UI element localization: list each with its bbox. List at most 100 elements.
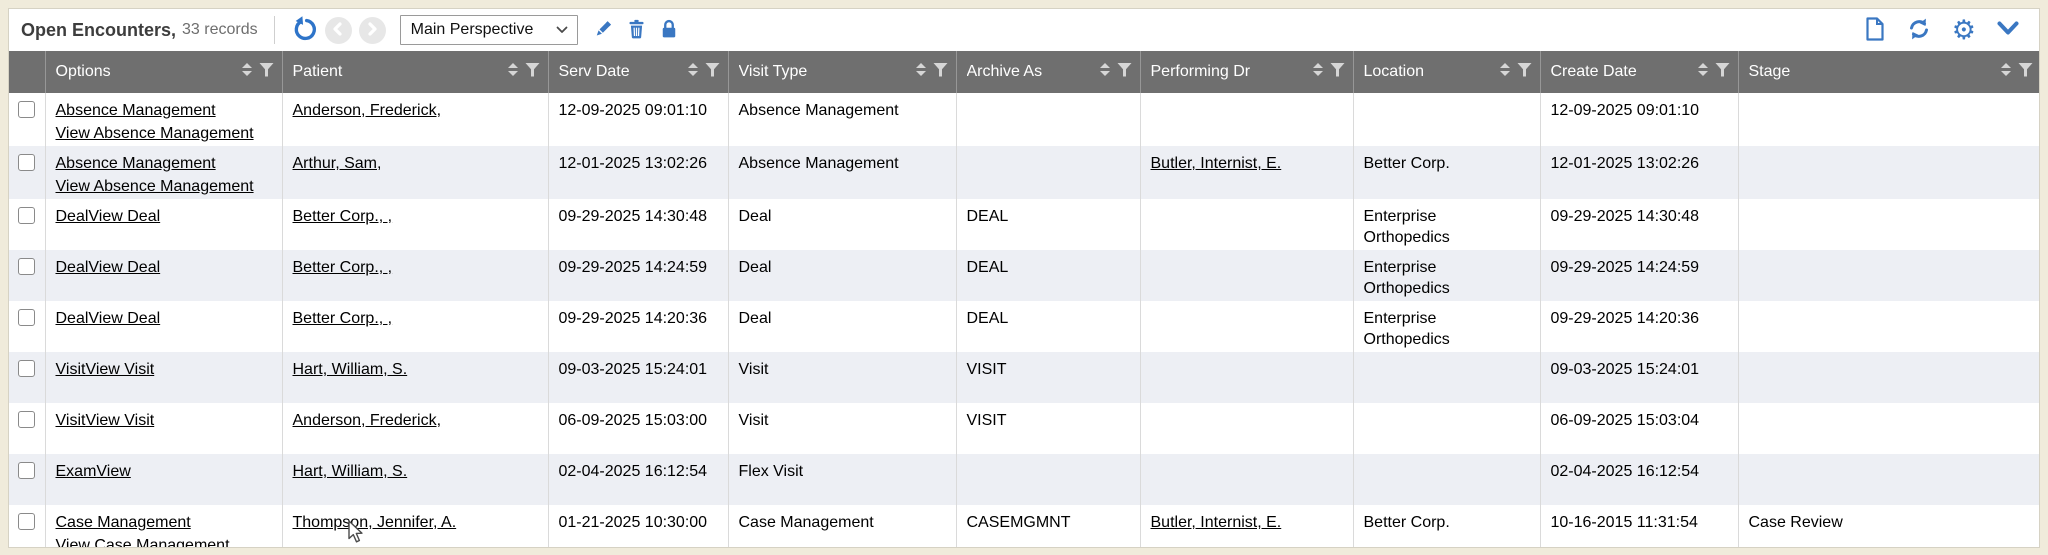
option-link[interactable]: Absence Management [55,102,216,119]
table-row: VisitView Visit Hart, William, S. 09-03-20… [9,352,2039,403]
patient-link[interactable]: Anderson, Frederick, [292,102,442,119]
patient-link[interactable]: Anderson, Frederick, [292,412,442,429]
patient-link[interactable]: Thompson, Jennifer, A. [292,514,457,531]
patient-link[interactable]: Arthur, Sam, [292,155,382,172]
sort-icon[interactable] [241,62,252,82]
column-header-visit_type[interactable]: Visit Type [728,51,957,93]
serv-date-cell: 12-01-2025 13:02:26 [548,146,729,199]
option-link[interactable]: View Absence Management [55,178,254,195]
column-label: Archive As [966,63,1043,80]
option-link[interactable]: Visit [55,412,86,429]
new-document-icon [1864,16,1886,44]
nav-forward-button[interactable] [358,16,386,44]
lock-icon [659,18,679,43]
visit-type-text: Deal [738,208,772,225]
row-select-cell [9,454,46,505]
settings-button[interactable]: ⚙ [1952,17,1976,44]
row-checkbox[interactable] [18,411,36,428]
column-header-location[interactable]: Location [1353,51,1541,93]
patient-link[interactable]: Hart, William, S. [292,463,408,480]
edit-perspective-button[interactable] [592,18,614,43]
option-link[interactable]: Visit [55,361,86,378]
column-header-performing_dr[interactable]: Performing Dr [1140,51,1354,93]
patient-cell: Better Corp., , [282,250,549,301]
nav-back-button[interactable] [324,16,352,44]
archive-as-cell: DEAL [956,199,1141,250]
option-link[interactable]: Deal [55,259,89,276]
location-cell [1353,93,1541,146]
option-link[interactable]: View Case Management [55,537,230,548]
option-link[interactable]: Deal [55,310,89,327]
row-checkbox[interactable] [18,154,36,171]
performing-dr-cell [1140,352,1354,403]
delete-perspective-button[interactable] [626,18,647,43]
option-link[interactable]: View Visit [85,361,155,378]
option-link[interactable]: Exam [55,463,97,480]
row-checkbox[interactable] [18,258,36,275]
row-checkbox[interactable] [18,309,36,326]
new-document-button[interactable] [1864,16,1886,44]
create-date-text: 12-09-2025 09:01:10 [1550,102,1700,119]
sort-icon[interactable] [1099,62,1110,82]
sort-icon[interactable] [1499,62,1510,82]
options-cell: VisitView Visit [45,403,283,454]
collapse-panel-button[interactable] [1997,21,2019,39]
column-header-serv_date[interactable]: Serv Date [548,51,729,93]
patient-link[interactable]: Hart, William, S. [292,361,408,378]
option-link[interactable]: View Deal [88,310,161,327]
row-checkbox[interactable] [18,101,36,118]
option-link[interactable]: Deal [55,208,89,225]
option-link[interactable]: View Absence Management [55,125,254,142]
column-header-select-all[interactable] [9,51,46,93]
option-link[interactable]: View Deal [88,208,161,225]
filter-funnel-icon[interactable] [525,62,540,82]
sort-icon[interactable] [687,62,698,82]
patient-link[interactable]: Better Corp., , [292,310,393,327]
archive-as-cell [956,454,1141,505]
create-date-text: 09-29-2025 14:30:48 [1550,208,1700,225]
filter-funnel-icon[interactable] [933,62,948,82]
performing-dr-link[interactable]: Butler, Internist, E. [1150,514,1282,531]
sort-icon[interactable] [1312,62,1323,82]
row-checkbox[interactable] [18,513,36,530]
sort-icon[interactable] [507,62,518,82]
row-checkbox[interactable] [18,207,36,224]
perspective-select[interactable]: Main Perspective [399,15,578,45]
location-cell: Enterprise Orthopedics [1353,301,1541,352]
patient-link[interactable]: Better Corp., , [292,208,393,225]
filter-funnel-icon[interactable] [1715,62,1730,82]
filter-funnel-icon[interactable] [2018,62,2033,82]
stage-cell [1738,250,2039,301]
undo-button[interactable] [292,15,318,45]
column-label: Create Date [1550,63,1637,80]
filter-funnel-icon[interactable] [705,62,720,82]
option-link[interactable]: Absence Management [55,155,216,172]
option-link[interactable]: View Visit [85,412,155,429]
refresh-button[interactable] [1907,17,1931,44]
row-checkbox[interactable] [18,462,36,479]
sort-icon[interactable] [915,62,926,82]
lock-perspective-button[interactable] [659,18,679,43]
row-checkbox[interactable] [18,360,36,377]
filter-funnel-icon[interactable] [1117,62,1132,82]
column-header-options[interactable]: Options [45,51,283,93]
encounters-table: Options Patient Serv Date Visit Type Archive… [9,51,2039,548]
column-header-stage[interactable]: Stage [1738,51,2039,93]
visit-type-cell: Flex Visit [728,454,957,505]
column-header-create_date[interactable]: Create Date [1540,51,1739,93]
sort-icon[interactable] [1697,62,1708,82]
options-cell: Absence Management View Absence Managemen… [45,93,283,146]
option-link[interactable]: Case Management [55,514,191,531]
column-header-patient[interactable]: Patient [282,51,549,93]
archive-as-text: VISIT [966,412,1007,429]
patient-cell: Hart, William, S. [282,454,549,505]
patient-link[interactable]: Better Corp., , [292,259,393,276]
sort-icon[interactable] [2000,62,2011,82]
filter-funnel-icon[interactable] [1517,62,1532,82]
option-link[interactable]: View [96,463,131,480]
option-link[interactable]: View Deal [88,259,161,276]
column-header-archive_as[interactable]: Archive As [956,51,1141,93]
performing-dr-link[interactable]: Butler, Internist, E. [1150,155,1282,172]
filter-funnel-icon[interactable] [259,62,274,82]
filter-funnel-icon[interactable] [1330,62,1345,82]
